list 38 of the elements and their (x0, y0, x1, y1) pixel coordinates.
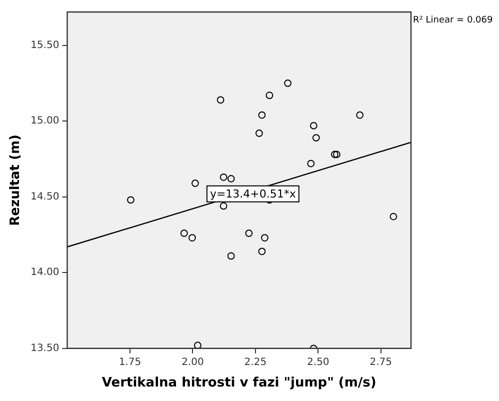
point (331, 150, 338, 158)
point (312, 134, 320, 142)
point (220, 202, 228, 210)
y-tick-label: 14.50 (30, 191, 60, 202)
point (390, 212, 398, 220)
point (258, 248, 266, 256)
y-tick-label: 13.50 (30, 342, 60, 354)
x-tick-label: 2.00 (182, 356, 204, 368)
point (227, 252, 235, 260)
point (180, 230, 188, 237)
point (194, 342, 202, 348)
point (188, 234, 196, 242)
x-tick-label: 2.75 (370, 356, 392, 368)
point (220, 173, 228, 181)
annotation: y=13.4+0.51*x (210, 188, 296, 201)
point (356, 111, 364, 119)
point (216, 96, 224, 104)
point (284, 80, 292, 87)
x-tick-label: 2.50 (307, 356, 330, 368)
x-axis-title: Vertikalna hitrosti v fazi "jump" (m/s) (102, 376, 376, 391)
y-tick-label: 15.00 (30, 116, 60, 127)
point (307, 160, 315, 168)
y-tick-label: 14.00 (30, 267, 60, 278)
point (258, 111, 266, 119)
x-tick-label: 1.75 (118, 356, 142, 368)
point (192, 180, 199, 187)
point (266, 92, 274, 100)
point (227, 174, 235, 182)
point (127, 196, 134, 204)
y-axis-title: Rezultat (m) (8, 134, 24, 226)
text: R² Linear = 0.069 (413, 15, 493, 26)
x-tick-label: 2.25 (244, 356, 267, 368)
point (255, 130, 263, 137)
y-tick-label: 15.50 (30, 40, 60, 51)
point (245, 230, 253, 237)
point (310, 122, 318, 130)
point (333, 150, 340, 158)
point (261, 234, 268, 242)
